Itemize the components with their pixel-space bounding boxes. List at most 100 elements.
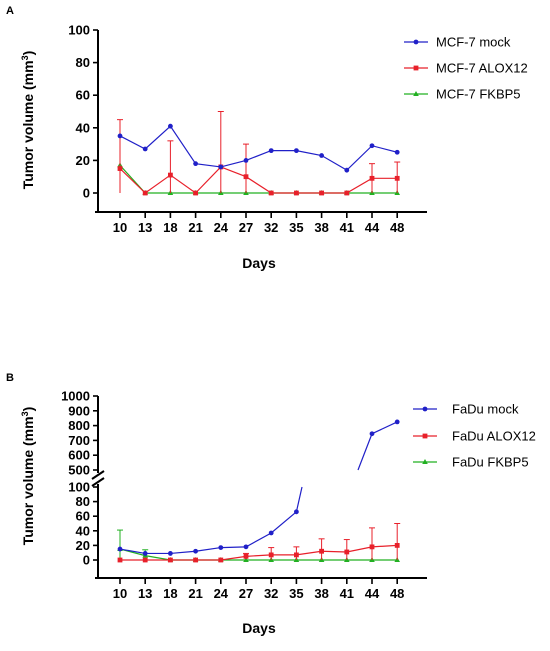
y-tick-label: 700: [68, 433, 90, 448]
data-point: [344, 190, 350, 196]
x-tick-label: 24: [214, 220, 229, 235]
y-axis-title-main: Tumor volume (mm: [20, 416, 36, 545]
y-tick-label: 60: [76, 88, 90, 103]
y-tick-label: 100: [68, 480, 90, 495]
y-tick-label: 40: [76, 523, 90, 538]
legend-marker: [422, 406, 428, 412]
x-tick-label: 21: [188, 220, 202, 235]
data-point: [268, 148, 274, 154]
y-tick-label: 0: [83, 186, 90, 201]
x-tick-label: 24: [214, 586, 229, 601]
data-point: [243, 158, 249, 163]
y-tick-label: 800: [68, 418, 90, 433]
data-point: [319, 153, 324, 158]
x-axis-title: Days: [242, 620, 276, 636]
y-tick-label: 100: [68, 23, 90, 38]
panel-a: A 0 20 40 60 80 100 10 13 18 21 24 27 32 35 38 41 44 48 Day…: [6, 5, 528, 271]
y-axis-title-end: ): [20, 407, 36, 412]
x-tick-label: 32: [264, 586, 278, 601]
series-mcf-7-alox12: [117, 111, 401, 196]
data-point: [369, 175, 375, 181]
x-tick-label: 38: [314, 586, 328, 601]
legend-marker: [413, 65, 419, 71]
panel-label-b: B: [6, 372, 14, 384]
data-point: [294, 552, 299, 558]
x-tick-label: 32: [264, 220, 278, 235]
x-tick-label: 10: [113, 586, 127, 601]
data-point: [168, 172, 173, 178]
series-line: [119, 486, 303, 555]
legend-label: MCF-7 mock: [436, 35, 511, 50]
data-point: [117, 557, 123, 563]
y-axis-title-sup: 3: [20, 411, 30, 416]
data-point: [319, 190, 324, 196]
legend-b: FaDu mock FaDu ALOX12 FaDu FKBP5: [413, 402, 536, 470]
data-point: [168, 551, 173, 556]
data-point: [394, 543, 400, 548]
series-line: [119, 166, 398, 194]
x-tick-label: 48: [390, 220, 404, 235]
y-tick-label: 80: [76, 494, 90, 509]
panel-label-a: A: [6, 5, 14, 17]
x-tick-label: 10: [113, 220, 127, 235]
data-point: [344, 549, 350, 555]
data-point: [117, 546, 123, 552]
y-axis-title: Tumor volume (mm3): [20, 51, 36, 190]
y-axis-title-main: Tumor volume (mm: [20, 60, 36, 189]
data-point: [142, 557, 148, 563]
y-tick-label: 40: [76, 120, 90, 135]
x-tick-label: 44: [365, 586, 380, 601]
legend-label: FaDu mock: [452, 402, 519, 417]
data-point: [193, 557, 198, 563]
data-point: [268, 190, 274, 196]
x-tick-label: 27: [239, 586, 253, 601]
data-point: [142, 146, 148, 152]
data-point: [319, 548, 324, 554]
series-line: [119, 125, 398, 171]
data-point: [218, 164, 224, 170]
y-tick-label: 20: [76, 538, 90, 553]
data-point: [394, 175, 400, 181]
y-tick-label: 900: [68, 403, 90, 418]
x-tick-label: 41: [340, 220, 354, 235]
data-point: [142, 551, 148, 556]
y-tick-label: 0: [83, 553, 90, 568]
y-axis-title: Tumor volume (mm3): [20, 407, 36, 546]
data-point: [218, 557, 224, 563]
x-tick-label: 35: [289, 586, 303, 601]
series-fadu-fkbp5: [117, 529, 400, 562]
x-tick-label: 38: [314, 220, 328, 235]
axis-break-mark: [91, 477, 105, 487]
series-line: [119, 548, 398, 561]
y-axis-title-sup: 3: [20, 55, 30, 60]
data-point: [394, 419, 400, 425]
x-tick-label: 48: [390, 586, 404, 601]
x-tick-label: 13: [138, 220, 152, 235]
y-tick-label: 600: [68, 448, 90, 463]
x-tick-label: 13: [138, 586, 152, 601]
y-tick-label: 80: [76, 55, 90, 70]
data-point: [193, 161, 199, 167]
series-mcf-7-mock: [117, 123, 400, 173]
data-point: [294, 148, 299, 154]
x-tick-label: 35: [289, 220, 303, 235]
legend-label: MCF-7 FKBP5: [436, 87, 521, 102]
series-line: [119, 164, 398, 194]
series-fadu-mock: [117, 419, 400, 556]
data-point: [294, 509, 299, 515]
data-point: [268, 552, 274, 558]
series-line: [120, 544, 398, 561]
data-point: [168, 123, 173, 129]
data-point: [218, 545, 224, 550]
data-point: [168, 557, 173, 563]
x-tick-label: 44: [365, 220, 380, 235]
data-point: [117, 166, 123, 171]
legend-label: FaDu ALOX12: [452, 429, 536, 444]
legend-marker: [422, 459, 428, 464]
data-point: [394, 149, 400, 155]
y-axis-title-end: ): [20, 51, 36, 56]
legend-label: MCF-7 ALOX12: [436, 61, 528, 76]
